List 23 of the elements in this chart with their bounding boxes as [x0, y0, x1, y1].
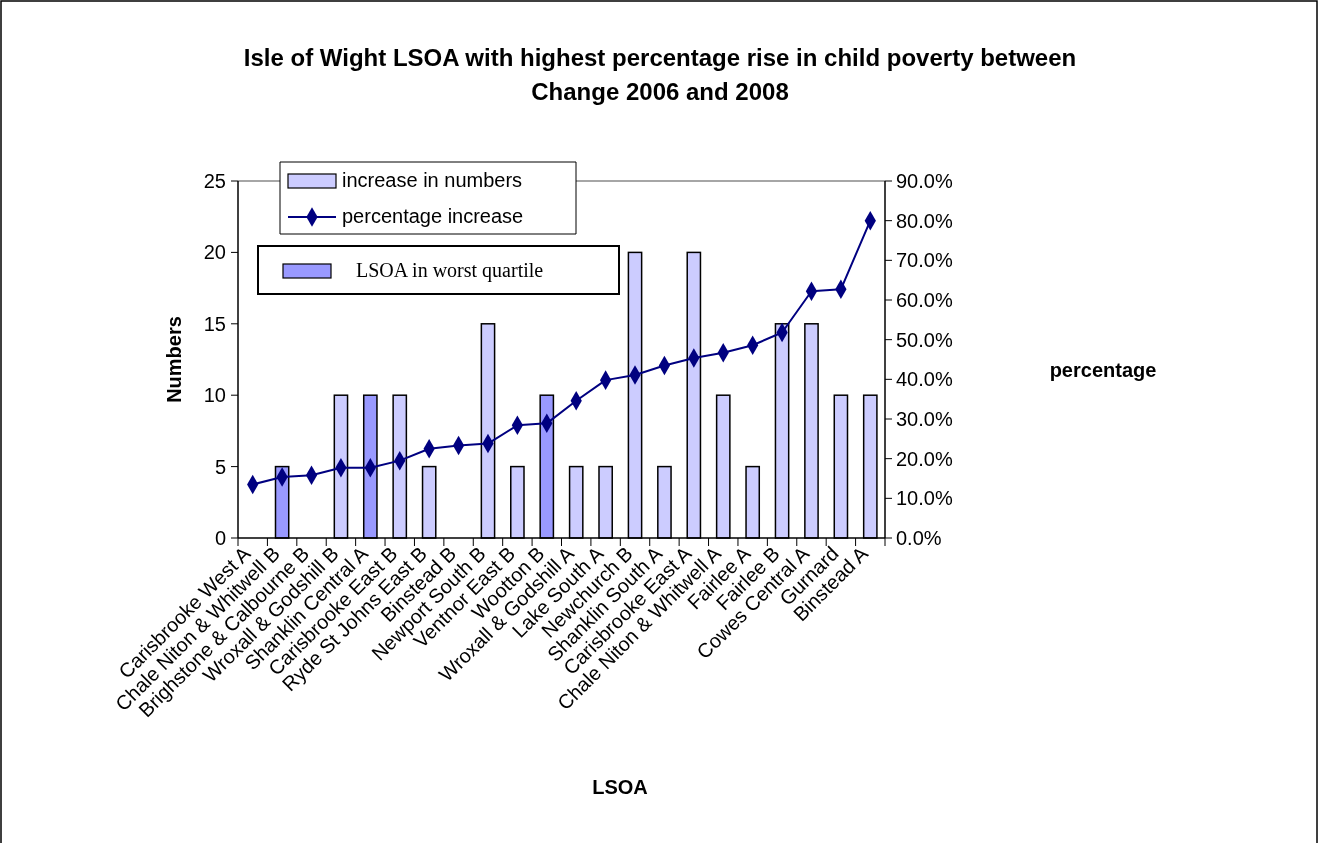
y-tick-label: 15: [203, 312, 226, 335]
y2-tick-label: 20.0%: [896, 447, 953, 470]
y2-tick-label: 40.0%: [896, 368, 953, 391]
y-tick-label: 20: [203, 241, 226, 264]
y-tick-label: 5: [214, 455, 226, 478]
y2-tick-label: 30.0%: [896, 408, 953, 430]
y2-tick-label: 0.0%: [896, 527, 942, 549]
legend-label: percentage increase: [342, 205, 524, 227]
legend-label: LSOA in worst quartile: [356, 259, 544, 282]
y-axis-title: Numbers: [163, 316, 185, 403]
chart-title: Isle of Wight LSOA with highest percentage rise in child poverty between Change 2006 and 2008: [243, 44, 1077, 105]
y-tick-label: 0: [214, 527, 226, 549]
y2-axis-title: percentage: [1049, 359, 1157, 381]
y2-tick-label: 50.0%: [896, 328, 953, 351]
y2-tick-label: 90.0%: [896, 170, 953, 192]
y-tick-label: 10: [203, 384, 226, 407]
x-axis-title: LSOA: [592, 776, 648, 798]
y2-tick-label: 60.0%: [896, 289, 953, 311]
y2-tick-label: 80.0%: [896, 209, 953, 232]
legend-label: increase in numbers: [342, 169, 523, 191]
y-tick-label: 25: [203, 170, 226, 192]
y2-tick-label: 10.0%: [896, 487, 953, 510]
y2-tick-label: 70.0%: [896, 249, 953, 272]
